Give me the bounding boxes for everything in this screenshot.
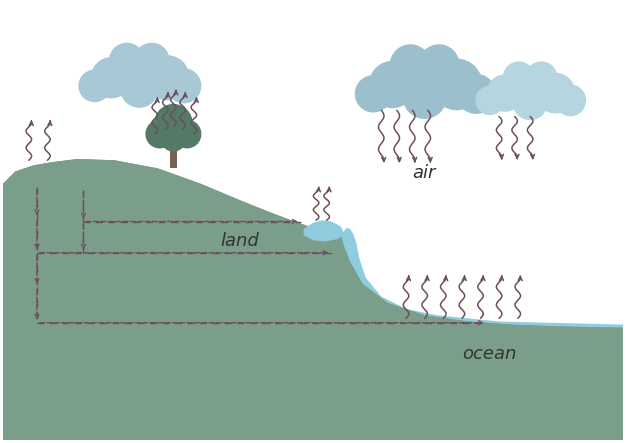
Polygon shape xyxy=(3,159,623,440)
Circle shape xyxy=(356,76,391,112)
Circle shape xyxy=(145,56,189,100)
Circle shape xyxy=(113,48,165,101)
Circle shape xyxy=(457,74,495,113)
Circle shape xyxy=(526,62,557,93)
Circle shape xyxy=(79,70,110,101)
Polygon shape xyxy=(3,159,623,440)
Circle shape xyxy=(395,51,454,111)
Circle shape xyxy=(555,85,585,116)
Circle shape xyxy=(173,120,201,148)
Polygon shape xyxy=(313,228,623,440)
Circle shape xyxy=(135,43,169,78)
Polygon shape xyxy=(304,220,344,241)
Polygon shape xyxy=(170,147,177,168)
Circle shape xyxy=(506,66,553,114)
Circle shape xyxy=(432,59,482,109)
Circle shape xyxy=(503,62,535,93)
Circle shape xyxy=(168,117,191,139)
Text: land: land xyxy=(220,233,259,250)
Circle shape xyxy=(110,43,144,78)
Circle shape xyxy=(370,62,416,108)
Circle shape xyxy=(161,126,186,151)
Circle shape xyxy=(419,45,459,85)
Circle shape xyxy=(167,69,201,103)
Text: air: air xyxy=(413,164,436,182)
Text: ocean: ocean xyxy=(462,345,516,363)
Circle shape xyxy=(146,120,173,148)
Circle shape xyxy=(155,105,192,142)
Circle shape xyxy=(403,75,446,118)
Circle shape xyxy=(391,45,431,85)
Circle shape xyxy=(487,75,523,111)
Circle shape xyxy=(476,86,504,114)
Circle shape xyxy=(91,58,131,98)
Circle shape xyxy=(156,117,178,139)
Circle shape xyxy=(513,86,547,120)
Circle shape xyxy=(121,70,158,107)
Circle shape xyxy=(536,74,575,113)
